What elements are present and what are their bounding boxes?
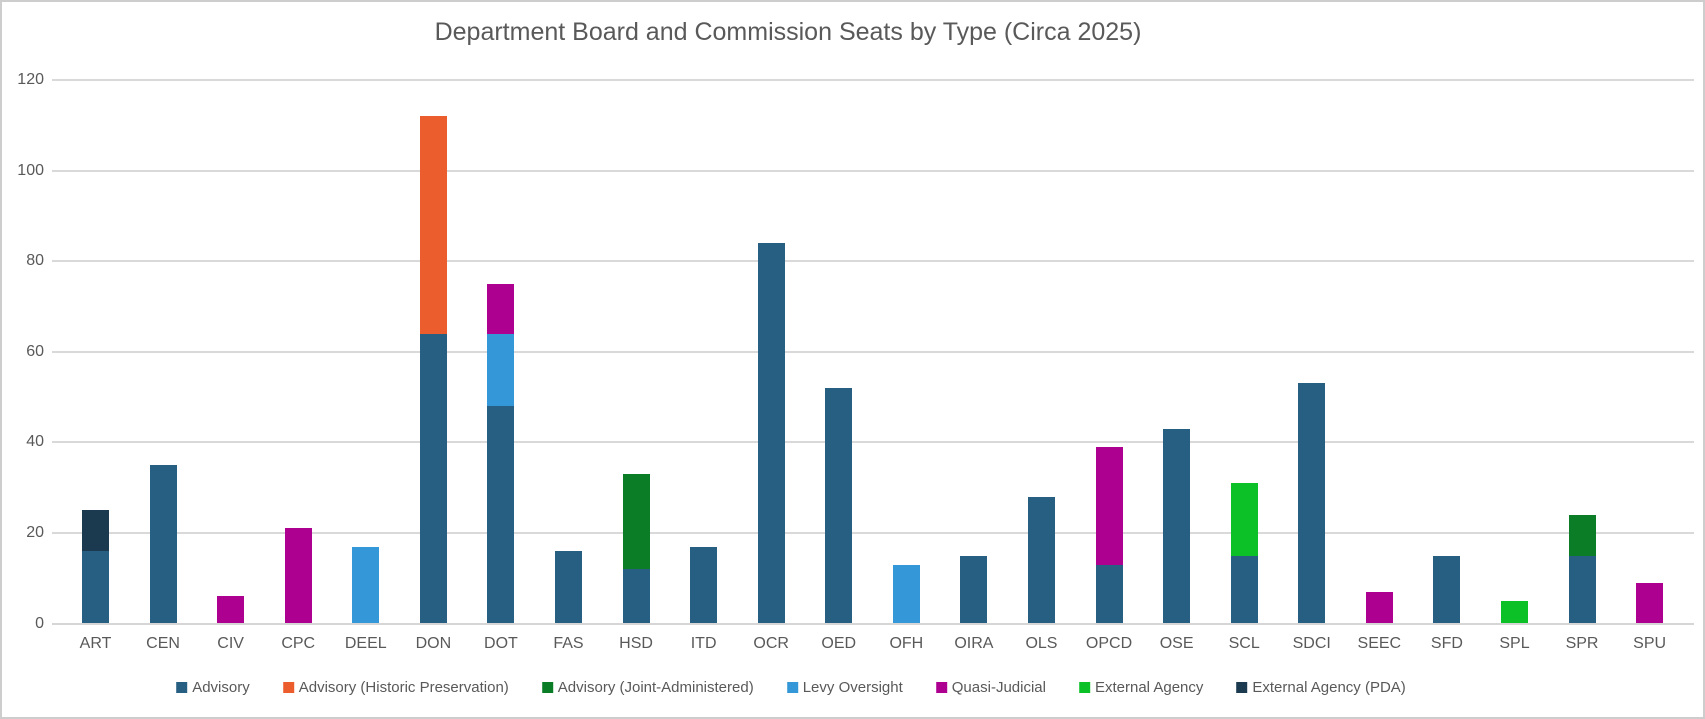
bar-segment-ose-advisory bbox=[1163, 428, 1191, 624]
legend-swatch-quasi-judicial bbox=[935, 682, 947, 693]
legend-swatch-advisory-historic-preservation bbox=[282, 682, 294, 693]
legend-label-external-agency-pda: External Agency (PDA) bbox=[1252, 679, 1406, 696]
bar-segment-spr-advisory-joint-administered bbox=[1568, 514, 1596, 556]
bar-segment-don-advisory bbox=[419, 333, 447, 624]
x-axis-label-ocr: OCR bbox=[753, 635, 789, 652]
y-axis-tick-0: 0 bbox=[35, 614, 44, 632]
bar-segment-spu-quasi-judicial bbox=[1636, 582, 1664, 624]
bar-segment-opcd-advisory bbox=[1095, 564, 1123, 624]
bar-segment-don-advisory-historic-preservation bbox=[419, 116, 447, 334]
x-axis-label-fas: FAS bbox=[553, 635, 584, 652]
bar-segment-civ-quasi-judicial bbox=[217, 596, 245, 624]
bar-segment-seec-quasi-judicial bbox=[1365, 591, 1393, 624]
bar-segment-cen-advisory bbox=[149, 464, 177, 624]
chart-legend: Advisory Advisory (Historic Preservation)… bbox=[176, 679, 1406, 696]
gridline-y-80 bbox=[52, 260, 1694, 263]
y-axis-tick-100: 100 bbox=[17, 161, 44, 179]
x-axis-label-hsd: HSD bbox=[619, 635, 653, 652]
bar-segment-oed-advisory bbox=[825, 387, 853, 624]
bar-segment-spl-external-agency bbox=[1500, 600, 1528, 624]
legend-label-quasi-judicial: Quasi-Judicial bbox=[951, 679, 1046, 696]
x-axis-line bbox=[52, 622, 1694, 625]
legend-item-advisory-historic-preservation: Advisory (Historic Preservation) bbox=[282, 679, 509, 696]
x-axis-label-cpc: CPC bbox=[281, 635, 316, 652]
bar-segment-sdci-advisory bbox=[1298, 383, 1326, 624]
gridline-y-120 bbox=[52, 79, 1694, 82]
chart-title: Department Board and Commission Seats by… bbox=[434, 18, 1142, 46]
x-axis-label-civ: CIV bbox=[217, 635, 244, 652]
bar-segment-ofh-levy-oversight bbox=[892, 564, 920, 624]
y-axis-tick-120: 120 bbox=[17, 71, 44, 89]
y-axis-tick-80: 80 bbox=[26, 252, 44, 270]
gridline-y-60 bbox=[52, 350, 1694, 353]
legend-item-levy-oversight: Levy Oversight bbox=[786, 679, 903, 696]
legend-label-external-agency: External Agency bbox=[1094, 679, 1204, 696]
x-axis-label-art: ART bbox=[79, 635, 112, 652]
bar-segment-art-external-agency-pda bbox=[82, 510, 109, 552]
x-axis-label-itd: ITD bbox=[690, 635, 717, 652]
bar-segment-hsd-advisory bbox=[622, 569, 650, 624]
x-axis-label-spu: SPU bbox=[1633, 635, 1667, 652]
bar-segment-ocr-advisory bbox=[757, 243, 785, 624]
gridline-y-20 bbox=[52, 531, 1694, 534]
x-axis-label-oed: OED bbox=[821, 635, 857, 652]
bar-segment-hsd-advisory-joint-administered bbox=[622, 474, 650, 570]
x-axis-label-deel: DEEL bbox=[344, 635, 387, 652]
bar-segment-scl-advisory bbox=[1230, 555, 1258, 624]
bar-segment-sfd-advisory bbox=[1433, 555, 1461, 624]
x-axis-label-sdci: SDCI bbox=[1292, 635, 1331, 652]
x-axis-label-spl: SPL bbox=[1499, 635, 1530, 652]
legend-label-advisory-joint-administered: Advisory (Joint-Administered) bbox=[557, 679, 754, 696]
bar-segment-deel-levy-oversight bbox=[352, 546, 380, 624]
legend-swatch-advisory-joint-administered bbox=[541, 682, 553, 693]
bar-segment-fas-advisory bbox=[554, 551, 582, 624]
bar-segment-dot-quasi-judicial bbox=[487, 283, 515, 334]
x-axis-label-cen: CEN bbox=[146, 635, 180, 652]
x-axis-label-scl: SCL bbox=[1228, 635, 1260, 652]
bar-segment-spr-advisory bbox=[1568, 555, 1596, 624]
bar-segment-cpc-quasi-judicial bbox=[284, 528, 312, 624]
x-axis-label-spr: SPR bbox=[1565, 635, 1599, 652]
x-axis-label-ols: OLS bbox=[1025, 635, 1058, 652]
y-axis-tick-60: 60 bbox=[26, 342, 44, 360]
legend-item-advisory: Advisory bbox=[176, 679, 250, 696]
bar-segment-art-advisory bbox=[82, 551, 109, 624]
x-axis-label-ofh: OFH bbox=[889, 635, 924, 652]
bar-segment-oira-advisory bbox=[960, 555, 988, 624]
y-axis-tick-20: 20 bbox=[26, 523, 44, 541]
bar-segment-scl-external-agency bbox=[1230, 483, 1258, 556]
legend-label-advisory-historic-preservation: Advisory (Historic Preservation) bbox=[298, 679, 509, 696]
legend-swatch-levy-oversight bbox=[786, 682, 798, 693]
gridline-y-40 bbox=[52, 441, 1694, 444]
legend-item-external-agency: External Agency bbox=[1078, 679, 1204, 696]
legend-item-quasi-judicial: Quasi-Judicial bbox=[935, 679, 1046, 696]
legend-swatch-external-agency bbox=[1078, 682, 1090, 693]
gridline-y-100 bbox=[52, 169, 1694, 172]
bar-segment-opcd-quasi-judicial bbox=[1095, 446, 1123, 565]
x-axis-label-opcd: OPCD bbox=[1085, 635, 1133, 652]
legend-item-external-agency-pda: External Agency (PDA) bbox=[1236, 679, 1406, 696]
bar-segment-itd-advisory bbox=[690, 546, 718, 624]
y-axis-tick-40: 40 bbox=[26, 433, 44, 451]
x-axis-label-sfd: SFD bbox=[1430, 635, 1463, 652]
bar-segment-ols-advisory bbox=[1027, 496, 1055, 624]
legend-item-advisory-joint-administered: Advisory (Joint-Administered) bbox=[541, 679, 754, 696]
x-axis-label-ose: OSE bbox=[1159, 635, 1194, 652]
x-axis-label-don: DON bbox=[415, 635, 452, 652]
legend-label-levy-oversight: Levy Oversight bbox=[802, 679, 903, 696]
x-axis-label-seec: SEEC bbox=[1357, 635, 1402, 652]
x-axis-label-dot: DOT bbox=[484, 635, 518, 652]
bar-segment-dot-advisory bbox=[487, 406, 515, 624]
legend-label-advisory: Advisory bbox=[192, 679, 250, 696]
legend-swatch-external-agency-pda bbox=[1236, 682, 1248, 693]
legend-swatch-advisory bbox=[176, 682, 188, 693]
bar-segment-dot-levy-oversight bbox=[487, 333, 515, 407]
x-axis-label-oira: OIRA bbox=[954, 635, 994, 652]
